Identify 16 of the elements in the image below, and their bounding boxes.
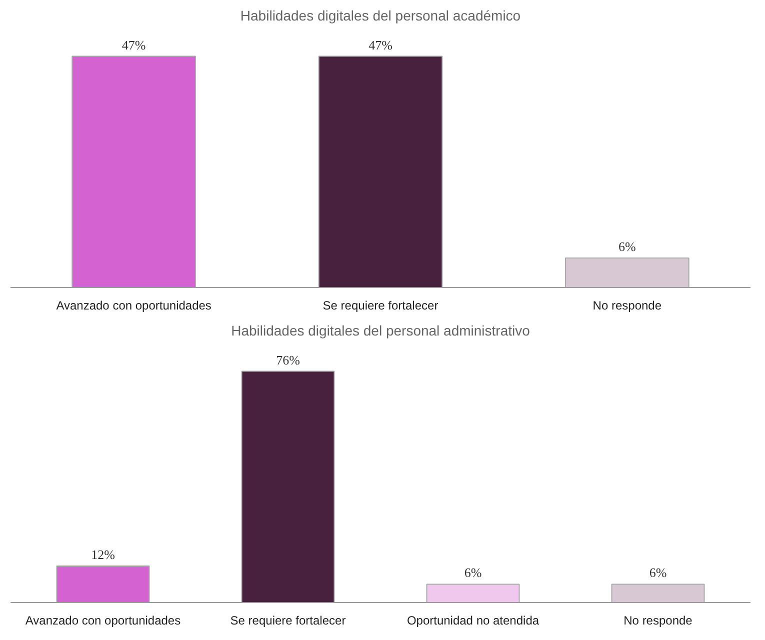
data-label: 47% [122,37,146,52]
x-tick-label: Avanzado con oportunidades [56,298,212,312]
data-label: 76% [276,352,300,368]
x-tick-label: No responde [624,614,693,628]
x-tick-label: Avanzado con oportunidades [25,614,181,628]
data-label: 12% [91,546,116,562]
chart-title: Habilidades digitales del personal académico [240,8,521,24]
x-tick-label: Oportunidad no atendida [406,614,540,628]
chart-title: Habilidades digitales del personal administrativo [231,322,530,338]
data-label: 6% [464,565,482,580]
x-tick-label: Se requiere fortalecer [230,614,346,628]
x-tick-label: Se requiere fortalecer [322,298,438,312]
data-label: 6% [649,565,667,580]
data-label: 47% [368,37,393,52]
data-label: 6% [618,238,636,254]
x-tick-label: No responde [592,298,662,312]
